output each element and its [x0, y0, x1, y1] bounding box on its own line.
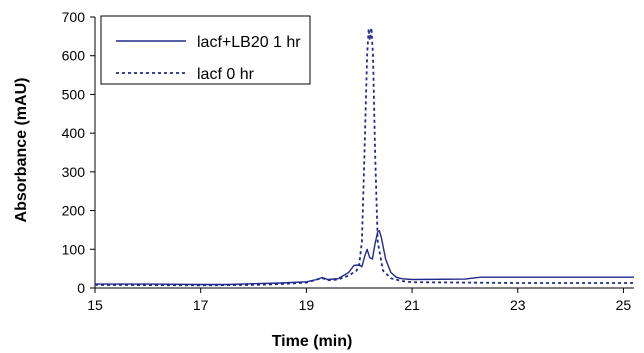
y-tick-label: 200 [62, 203, 86, 219]
y-tick-label: 700 [62, 9, 86, 25]
legend: lacf+LB20 1 hr lacf 0 hr [100, 15, 311, 85]
y-tick-label: 400 [62, 125, 86, 141]
y-tick-label: 100 [62, 241, 86, 257]
y-tick-label: 500 [62, 86, 86, 102]
series-layer [94, 26, 634, 287]
y-tick-label: 0 [77, 280, 85, 296]
legend-label-series-2: lacf 0 hr [197, 66, 255, 83]
y-axis: 0 100 200 300 400 500 600 700 [62, 9, 95, 296]
x-axis: 15 17 19 21 23 25 [87, 288, 631, 313]
y-tick-label: 600 [62, 48, 86, 64]
x-axis-title: Time (min) [272, 333, 353, 350]
x-tick-label: 15 [87, 297, 103, 313]
plot-area [94, 17, 634, 289]
x-tick-label: 19 [299, 297, 315, 313]
y-axis-title: Absorbance (mAU) [13, 78, 30, 223]
legend-label-series-1: lacf+LB20 1 hr [197, 34, 301, 51]
x-tick-label: 17 [193, 297, 209, 313]
series-line-2 [94, 26, 634, 287]
series-line-1 [95, 230, 634, 286]
x-tick-label: 25 [616, 297, 632, 313]
x-tick-label: 23 [510, 297, 526, 313]
y-tick-label: 300 [62, 164, 86, 180]
x-tick-label: 21 [404, 297, 420, 313]
